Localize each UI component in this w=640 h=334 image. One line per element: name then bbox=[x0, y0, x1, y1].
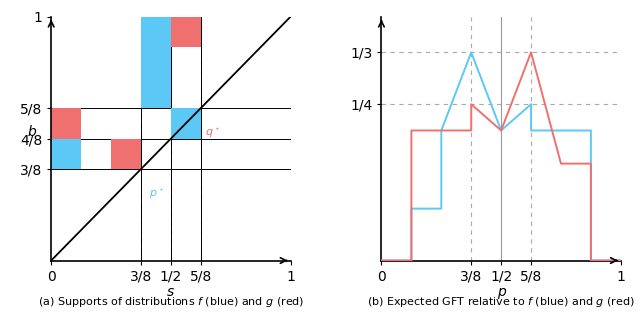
Bar bbox=[171, 108, 201, 139]
Text: $p^\star$: $p^\star$ bbox=[149, 187, 164, 201]
Text: (b) Expected GFT relative to $f$ (blue) and $g$ (red): (b) Expected GFT relative to $f$ (blue) … bbox=[367, 295, 635, 309]
Bar bbox=[171, 17, 201, 47]
Bar bbox=[51, 108, 81, 139]
X-axis label: p: p bbox=[497, 285, 506, 299]
Bar bbox=[51, 139, 81, 169]
Bar bbox=[111, 139, 141, 169]
X-axis label: s: s bbox=[167, 285, 175, 299]
Text: (a) Supports of distributions $f$ (blue) and $g$ (red): (a) Supports of distributions $f$ (blue)… bbox=[38, 295, 304, 309]
Bar bbox=[141, 17, 171, 108]
Y-axis label: b: b bbox=[28, 125, 36, 139]
Text: $q^\star$: $q^\star$ bbox=[205, 126, 220, 140]
